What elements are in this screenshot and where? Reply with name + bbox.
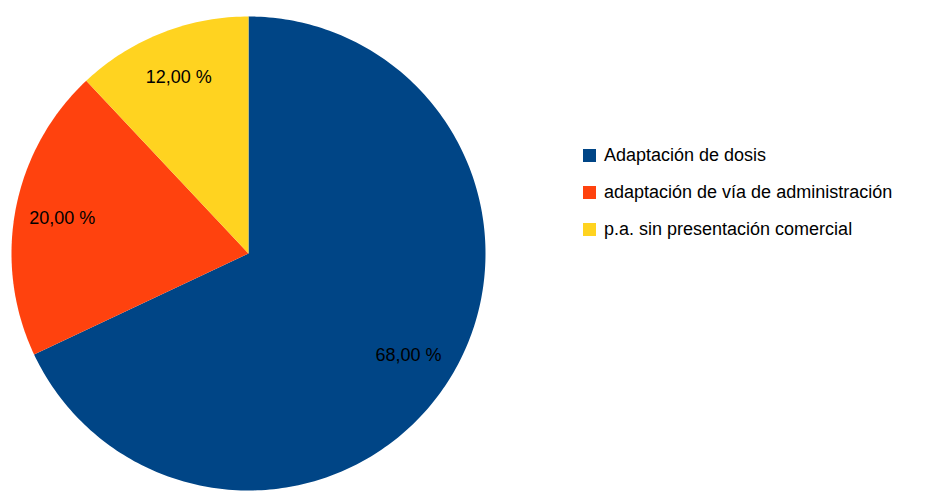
html-text:Adaptación de dosis: Adaptación de dosis: [604, 145, 767, 165]
svg-text:20,00 %: 20,00 %: [29, 208, 95, 228]
svg-text:12,00 %: 12,00 %: [146, 67, 212, 87]
html-text:adaptación de vía de administr: adaptación de vía de administración: [604, 182, 893, 202]
html-text:p.a. sin presentación comercia: p.a. sin presentación comercial: [604, 219, 853, 239]
svg-text:68,00 %: 68,00 %: [376, 345, 442, 365]
